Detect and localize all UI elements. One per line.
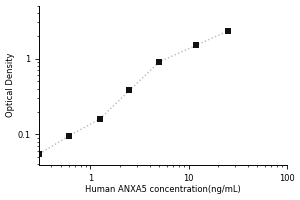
Point <box>194 44 199 47</box>
Point <box>37 152 42 156</box>
Point <box>225 30 230 33</box>
Point <box>66 134 71 138</box>
Point <box>98 117 102 120</box>
X-axis label: Human ANXA5 concentration(ng/mL): Human ANXA5 concentration(ng/mL) <box>85 185 241 194</box>
Y-axis label: Optical Density: Optical Density <box>6 53 15 117</box>
Point <box>127 89 132 92</box>
Point <box>157 60 161 64</box>
